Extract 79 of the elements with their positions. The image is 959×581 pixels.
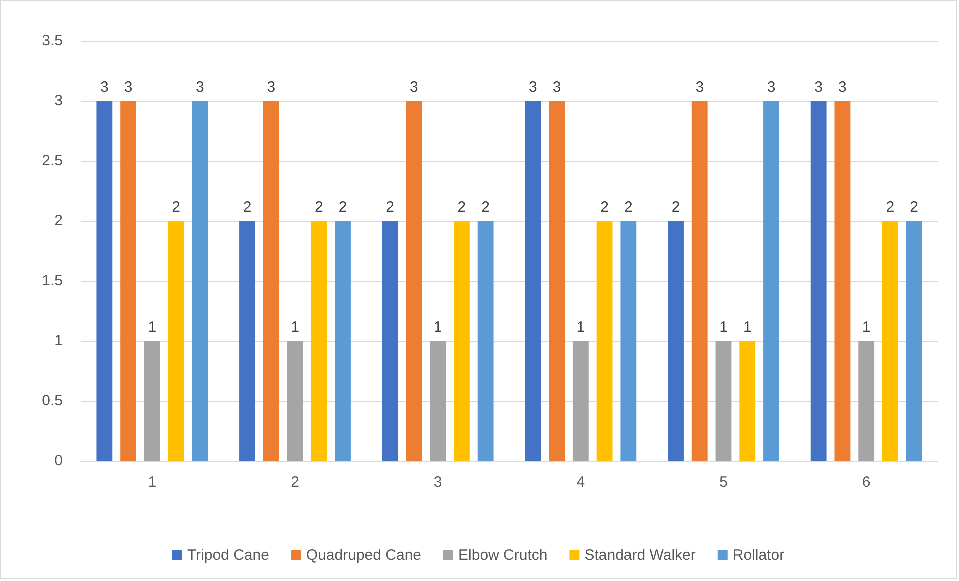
- data-label: 2: [600, 199, 609, 216]
- bar: [858, 341, 875, 461]
- bar: [382, 221, 398, 461]
- bar: [525, 101, 542, 461]
- bar: [478, 221, 494, 461]
- data-label: 1: [862, 319, 871, 336]
- legend-label: Tripod Cane: [187, 547, 270, 564]
- bar: [549, 101, 565, 461]
- bar: [572, 341, 589, 461]
- bar: [311, 221, 328, 461]
- data-label: 3: [100, 79, 109, 96]
- data-label: 3: [267, 79, 276, 96]
- bar: [764, 101, 780, 461]
- legend-label: Elbow Crutch: [458, 547, 548, 564]
- data-label: 3: [814, 79, 824, 96]
- bar: [740, 341, 756, 461]
- data-label: 3: [767, 79, 776, 96]
- y-tick-label: 2: [54, 212, 63, 230]
- data-label: 3: [196, 79, 204, 96]
- x-tick-label: 3: [434, 474, 442, 491]
- y-tick-label: 1: [54, 332, 63, 350]
- y-tick-label: 0.5: [42, 392, 63, 410]
- data-label: 1: [291, 319, 300, 336]
- bar: [716, 341, 732, 461]
- x-tick-label: 2: [291, 474, 300, 491]
- bar: [144, 341, 160, 461]
- data-label: 3: [838, 79, 847, 96]
- x-tick-label: 5: [720, 474, 728, 491]
- y-tick-label: 3: [54, 92, 63, 110]
- legend-label: Rollator: [732, 547, 785, 564]
- bar: [240, 221, 256, 461]
- bar: [906, 221, 922, 461]
- bar: [287, 341, 304, 461]
- data-label: 2: [886, 199, 895, 216]
- data-label: 1: [720, 319, 728, 336]
- bar: [430, 341, 446, 461]
- y-tick-label: 3.5: [42, 32, 63, 50]
- data-label: 3: [696, 79, 704, 96]
- data-label: 3: [124, 79, 133, 96]
- data-label: 1: [148, 319, 157, 336]
- bar: [454, 221, 470, 461]
- x-tick-label: 6: [862, 474, 871, 491]
- data-label: 2: [624, 199, 633, 216]
- data-label: 3: [410, 79, 418, 96]
- bar: [810, 101, 827, 461]
- data-label: 2: [314, 199, 324, 216]
- data-label: 2: [672, 199, 680, 216]
- data-label: 2: [386, 199, 395, 216]
- bar: [834, 101, 851, 461]
- bar: [192, 101, 208, 461]
- x-tick-label: 4: [576, 474, 586, 491]
- data-label: 1: [576, 319, 586, 336]
- data-label: 2: [482, 199, 490, 216]
- x-tick-label: 1: [148, 474, 157, 491]
- bar: [168, 221, 184, 461]
- bar: [335, 221, 351, 461]
- data-label: 1: [434, 319, 442, 336]
- data-label: 1: [743, 319, 752, 336]
- y-tick-label: 1.5: [42, 272, 63, 290]
- bar: [406, 101, 422, 461]
- bar: [668, 221, 684, 461]
- legend-label: Standard Walker: [584, 547, 696, 564]
- bar: [120, 101, 136, 461]
- data-label: 2: [458, 199, 466, 216]
- bar: [692, 101, 708, 461]
- data-label: 2: [243, 199, 252, 216]
- data-label: 2: [172, 199, 180, 216]
- legend-label: Quadruped Cane: [306, 547, 422, 564]
- bar: [882, 221, 898, 461]
- bar: [263, 101, 280, 461]
- data-label: 3: [552, 79, 562, 96]
- y-tick-label: 2.5: [42, 152, 63, 170]
- bar: [596, 221, 613, 461]
- data-label: 3: [529, 79, 538, 96]
- data-label: 2: [338, 199, 348, 216]
- data-label: 2: [910, 199, 918, 216]
- bar: [96, 101, 113, 461]
- y-tick-label: 0: [54, 452, 63, 470]
- bar: [620, 221, 637, 461]
